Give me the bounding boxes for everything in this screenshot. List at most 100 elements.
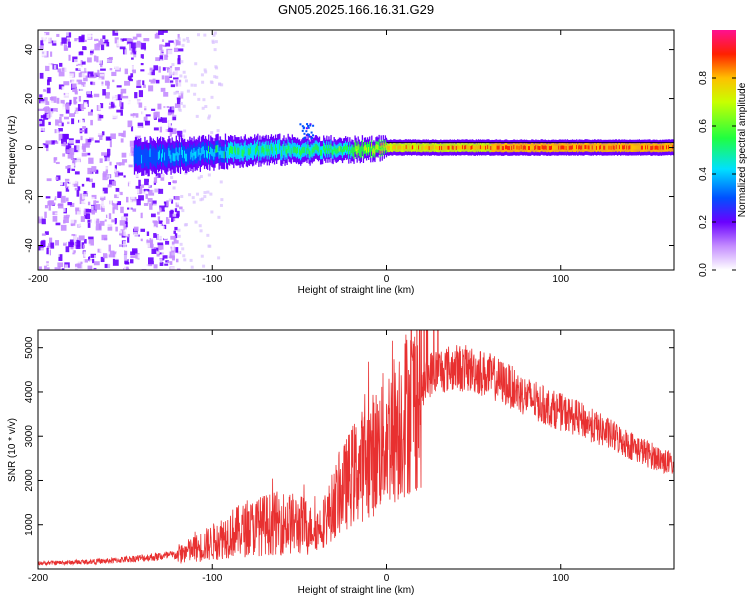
- heatmap-cell: [163, 100, 167, 104]
- heatmap-cell: [135, 171, 141, 178]
- heatmap-cell: [411, 145, 414, 150]
- heatmap-cell: [208, 244, 212, 248]
- heatmap-cell: [202, 98, 206, 102]
- heatmap-cell: [277, 144, 279, 151]
- heatmap-cell: [172, 152, 174, 161]
- heatmap-cell: [287, 143, 289, 150]
- heatmap-cell: [159, 207, 162, 211]
- heatmap-cell: [404, 145, 406, 150]
- heatmap-cell: [561, 145, 563, 150]
- heatmap-cell: [203, 150, 206, 158]
- heatmap-cell: [536, 146, 538, 150]
- heatmap-cell: [107, 107, 112, 112]
- heatmap-cell: [175, 90, 179, 94]
- heatmap-cell: [612, 145, 614, 150]
- heatmap-cell: [50, 51, 53, 57]
- heatmap-cell: [529, 146, 531, 150]
- heatmap-cell: [173, 240, 179, 244]
- heatmap-cell: [150, 44, 154, 49]
- heatmap-cell: [663, 145, 666, 150]
- heatmap-cell: [177, 58, 181, 65]
- heatmap-cell: [81, 82, 86, 87]
- heatmap-cell: [124, 261, 130, 265]
- heatmap-cell: [44, 265, 47, 270]
- heatmap-cell: [455, 145, 458, 150]
- heatmap-cell: [84, 158, 89, 161]
- heatmap-cell: [85, 123, 89, 129]
- heatmap-cell: [53, 226, 59, 229]
- heatmap-cell: [596, 145, 599, 150]
- heatmap-cell: [156, 111, 159, 116]
- heatmap-cell: [332, 149, 334, 156]
- heatmap-cell: [119, 41, 126, 45]
- heatmap-cell: [348, 149, 350, 156]
- heatmap-cell: [301, 148, 303, 155]
- heatmap-cell: [79, 85, 84, 93]
- heatmap-cell: [244, 144, 246, 152]
- heatmap-cell: [145, 193, 148, 199]
- heatmap-cell: [132, 113, 139, 118]
- heatmap-cell: [148, 257, 154, 265]
- heatmap-cell: [136, 80, 141, 86]
- heatmap-cell: [263, 147, 265, 155]
- heatmap-cell: [210, 131, 214, 135]
- heatmap-cell: [109, 141, 112, 148]
- heatmap-cell: [175, 247, 179, 253]
- heatmap-cell: [88, 157, 94, 164]
- x-tick-label: -200: [28, 573, 48, 584]
- heatmap-cell: [61, 236, 67, 244]
- heatmap-cell: [82, 143, 86, 147]
- heatmap-cell: [47, 174, 54, 182]
- heatmap-cell: [161, 249, 164, 256]
- heatmap-cell: [141, 193, 145, 196]
- heatmap-cell: [141, 154, 143, 164]
- heatmap-cell: [100, 256, 105, 263]
- heatmap-cell: [93, 268, 98, 270]
- heatmap-cell: [172, 98, 177, 101]
- heatmap-cell: [148, 79, 155, 82]
- heatmap-cell: [85, 62, 88, 69]
- heatmap-cell: [93, 200, 97, 206]
- heatmap-cell: [65, 145, 72, 152]
- heatmap-cell: [176, 97, 181, 105]
- heatmap-cell: [590, 145, 593, 150]
- heatmap-cell: [116, 223, 120, 226]
- heatmap-cell: [162, 67, 166, 71]
- heatmap-cell: [309, 124, 312, 127]
- heatmap-cell: [507, 145, 509, 150]
- heatmap-cell: [447, 145, 449, 150]
- heatmap-cell: [386, 145, 389, 150]
- heatmap-cell: [43, 44, 46, 49]
- heatmap-cell: [105, 62, 110, 67]
- heatmap-cell: [72, 158, 75, 166]
- heatmap-cell: [66, 228, 71, 232]
- heatmap-cell: [632, 145, 634, 150]
- snr-x-ticks: -200 -100 0 100: [28, 330, 570, 584]
- heatmap-cell: [324, 146, 326, 153]
- heatmap-cell: [210, 95, 214, 99]
- heatmap-cell: [155, 79, 160, 84]
- heatmap-cell: [480, 145, 483, 150]
- heatmap-cell: [114, 30, 121, 33]
- heatmap-cell: [148, 182, 151, 188]
- heatmap-cell: [432, 145, 435, 150]
- colorbar-tick-label: 0.6: [698, 119, 709, 133]
- heatmap-cell: [53, 157, 56, 163]
- heatmap-cell: [64, 65, 70, 72]
- heatmap-cell: [372, 149, 374, 155]
- heatmap-cell: [217, 256, 221, 260]
- heatmap-cell: [153, 221, 159, 228]
- heatmap-cell: [79, 197, 86, 205]
- heatmap-cell: [171, 217, 174, 223]
- heatmap-cell: [51, 188, 57, 194]
- heatmap-cell: [234, 145, 236, 153]
- heatmap-cell: [618, 145, 621, 150]
- heatmap-cell: [268, 148, 271, 156]
- heatmap-cell: [70, 250, 74, 253]
- heatmap-cell: [84, 143, 90, 148]
- heatmap-cell: [110, 64, 116, 68]
- heatmap-cell: [159, 126, 163, 133]
- heatmap-cell: [653, 145, 655, 150]
- heatmap-cell: [48, 237, 53, 244]
- heatmap-cell: [90, 119, 93, 126]
